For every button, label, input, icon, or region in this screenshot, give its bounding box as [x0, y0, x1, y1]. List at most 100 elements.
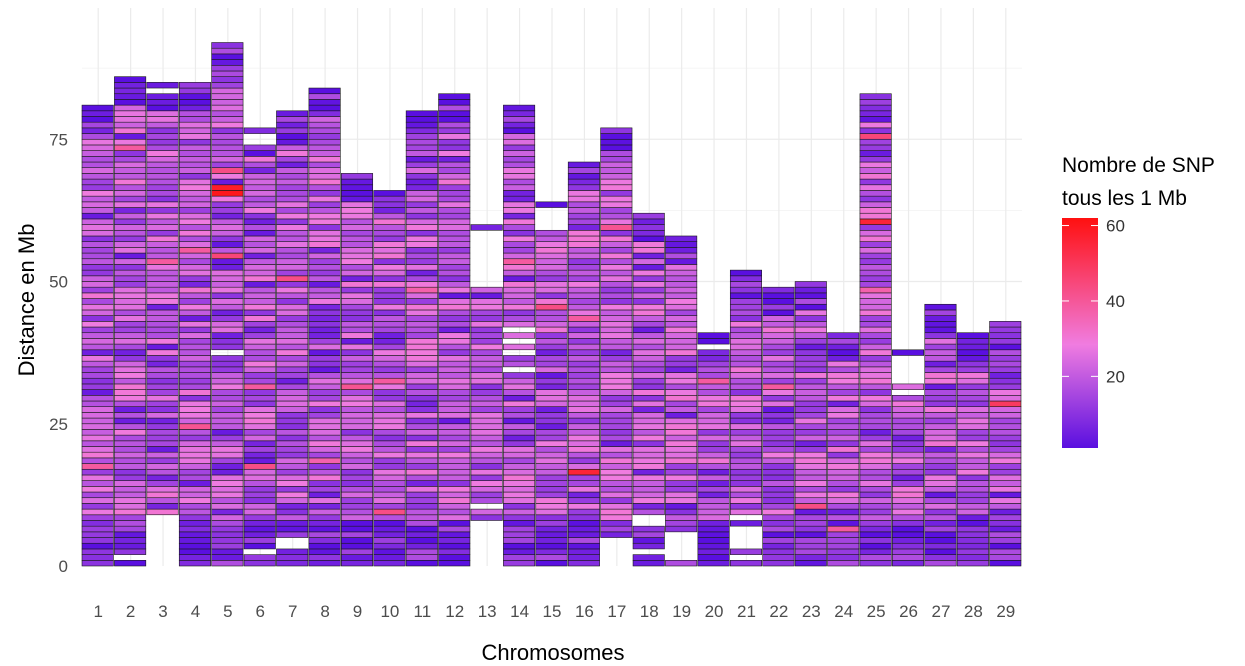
snp-bin [146, 377, 179, 385]
snp-bin [729, 451, 762, 459]
snp-bin [178, 104, 211, 112]
snp-bin [341, 372, 374, 379]
snp-bin [567, 417, 600, 425]
snp-bin [308, 127, 341, 134]
snp-bin [373, 201, 406, 208]
snp-bin [146, 286, 179, 294]
snp-bin [211, 537, 244, 544]
snp-bin [632, 491, 665, 499]
snp-bin [956, 360, 989, 368]
snp-bin [308, 292, 341, 299]
snp-bin [827, 537, 860, 544]
snp-bin [211, 457, 244, 464]
snp-bin [373, 406, 406, 413]
snp-bin [956, 491, 989, 499]
snp-bin [308, 343, 341, 351]
snp-bin [211, 70, 244, 77]
snp-bin [114, 326, 147, 334]
snp-bin [567, 525, 600, 533]
snp-bin [989, 554, 1022, 561]
snp-bin [276, 144, 309, 151]
snp-bin [697, 514, 730, 521]
snp-bin [341, 412, 374, 419]
snp-bin [146, 93, 179, 100]
snp-bin [211, 412, 244, 419]
snp-bin [146, 309, 179, 316]
snp-bin [211, 326, 244, 334]
snp-bin [567, 309, 600, 316]
snp-bin [632, 355, 665, 362]
snp-bin [341, 451, 374, 459]
snp-bin [211, 275, 244, 282]
snp-bin [438, 116, 471, 123]
snp-bin [373, 520, 406, 527]
snp-bin [276, 417, 309, 425]
snp-bin [308, 463, 341, 470]
snp-bin [276, 457, 309, 464]
snp-bin [373, 343, 406, 351]
snp-bin [243, 412, 276, 419]
snp-bin [729, 309, 762, 316]
snp-bin [211, 525, 244, 533]
snp-bin [632, 343, 665, 351]
snp-bin [405, 292, 438, 299]
snp-bin [243, 491, 276, 499]
snp-bin [989, 531, 1022, 538]
snp-bin [114, 286, 147, 294]
snp-bin [535, 440, 568, 447]
snp-bin [438, 212, 471, 220]
snp-bin [81, 355, 114, 362]
chromosome-column-15 [535, 201, 568, 567]
snp-bin [341, 303, 374, 311]
snp-bin [341, 264, 374, 271]
snp-bin [276, 298, 309, 305]
snp-bin [859, 457, 892, 464]
snp-bin [729, 457, 762, 464]
snp-bin [373, 355, 406, 362]
snp-bin [600, 480, 633, 487]
snp-bin [178, 133, 211, 140]
snp-bin [405, 406, 438, 413]
snp-bin [956, 531, 989, 538]
snp-bin [503, 332, 536, 339]
snp-bin [438, 383, 471, 390]
snp-bin [989, 457, 1022, 464]
snp-bin [308, 178, 341, 186]
snp-bin [405, 195, 438, 203]
snp-bin [859, 338, 892, 345]
snp-bin [567, 389, 600, 396]
snp-bin [308, 116, 341, 123]
snp-bin [470, 446, 503, 453]
snp-bin [373, 429, 406, 436]
snp-bin [178, 82, 211, 89]
snp-bin [892, 514, 925, 521]
chromosome-column-1 [81, 104, 114, 567]
snp-bin [81, 275, 114, 282]
snp-bin [697, 463, 730, 470]
snp-bin [989, 446, 1022, 453]
snp-bin [503, 542, 536, 550]
snp-bin [146, 133, 179, 140]
snp-bin [729, 400, 762, 407]
snp-bin [211, 229, 244, 237]
snp-bin [211, 446, 244, 453]
snp-bin [438, 229, 471, 237]
snp-bin [81, 281, 114, 288]
snp-bin [535, 525, 568, 533]
snp-bin [697, 446, 730, 453]
snp-bin [276, 127, 309, 134]
snp-bin [892, 400, 925, 407]
snp-bin [81, 457, 114, 464]
snp-bin [114, 99, 147, 106]
snp-bin [989, 343, 1022, 351]
snp-bin [438, 201, 471, 208]
snp-bin [114, 190, 147, 197]
snp-bin [956, 486, 989, 493]
snp-bin [827, 349, 860, 356]
snp-bin [827, 514, 860, 521]
snp-bin [146, 138, 179, 146]
snp-bin [989, 491, 1022, 499]
snp-bin [794, 377, 827, 385]
snp-bin [665, 264, 698, 271]
snp-bin [114, 366, 147, 373]
